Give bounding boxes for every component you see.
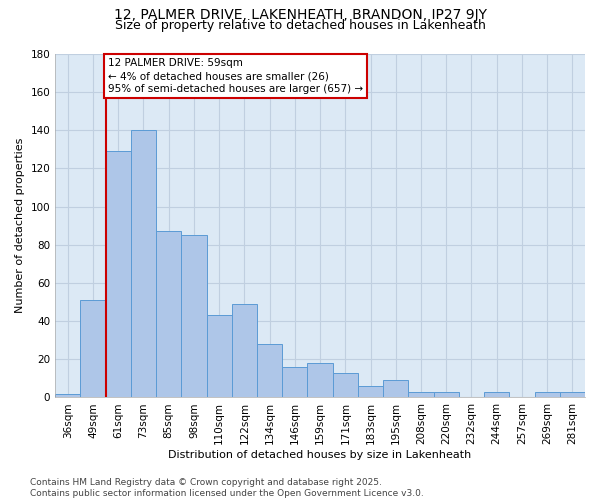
Bar: [484, 392, 509, 398]
Bar: [156, 232, 181, 398]
X-axis label: Distribution of detached houses by size in Lakenheath: Distribution of detached houses by size …: [169, 450, 472, 460]
Bar: [307, 363, 332, 398]
Bar: [560, 392, 585, 398]
Bar: [358, 386, 383, 398]
Bar: [434, 392, 459, 398]
Text: 12 PALMER DRIVE: 59sqm
← 4% of detached houses are smaller (26)
95% of semi-deta: 12 PALMER DRIVE: 59sqm ← 4% of detached …: [108, 58, 363, 94]
Bar: [282, 367, 307, 398]
Bar: [535, 392, 560, 398]
Bar: [106, 152, 131, 398]
Bar: [206, 316, 232, 398]
Text: Size of property relative to detached houses in Lakenheath: Size of property relative to detached ho…: [115, 18, 485, 32]
Bar: [55, 394, 80, 398]
Text: 12, PALMER DRIVE, LAKENHEATH, BRANDON, IP27 9JY: 12, PALMER DRIVE, LAKENHEATH, BRANDON, I…: [113, 8, 487, 22]
Bar: [131, 130, 156, 398]
Bar: [80, 300, 106, 398]
Bar: [181, 236, 206, 398]
Text: Contains HM Land Registry data © Crown copyright and database right 2025.
Contai: Contains HM Land Registry data © Crown c…: [30, 478, 424, 498]
Bar: [232, 304, 257, 398]
Bar: [383, 380, 409, 398]
Bar: [332, 372, 358, 398]
Bar: [409, 392, 434, 398]
Y-axis label: Number of detached properties: Number of detached properties: [15, 138, 25, 314]
Bar: [257, 344, 282, 398]
